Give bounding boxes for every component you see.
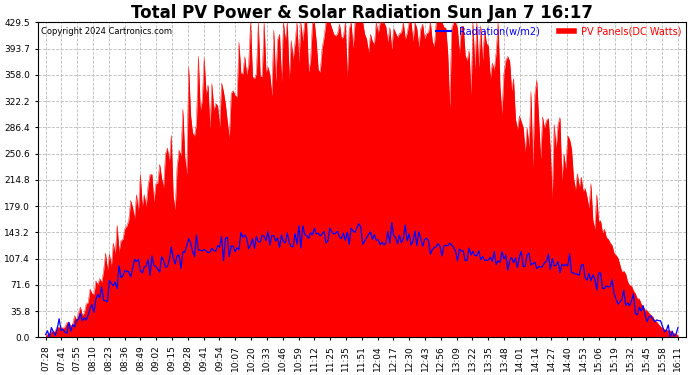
Text: Copyright 2024 Cartronics.com: Copyright 2024 Cartronics.com [41, 27, 172, 36]
Title: Total PV Power & Solar Radiation Sun Jan 7 16:17: Total PV Power & Solar Radiation Sun Jan… [131, 4, 593, 22]
Legend: Radiation(w/m2), PV Panels(DC Watts): Radiation(w/m2), PV Panels(DC Watts) [433, 22, 686, 40]
